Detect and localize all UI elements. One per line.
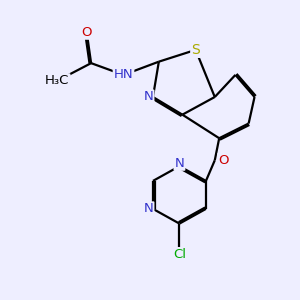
Text: Cl: Cl [173, 248, 186, 261]
Text: HN: HN [114, 68, 133, 81]
Text: N: N [144, 202, 153, 215]
Text: H₃C: H₃C [45, 74, 69, 87]
Text: S: S [191, 43, 200, 57]
Text: N: N [175, 157, 184, 170]
Text: O: O [81, 26, 92, 39]
Text: O: O [218, 154, 229, 167]
Text: N: N [144, 91, 153, 103]
